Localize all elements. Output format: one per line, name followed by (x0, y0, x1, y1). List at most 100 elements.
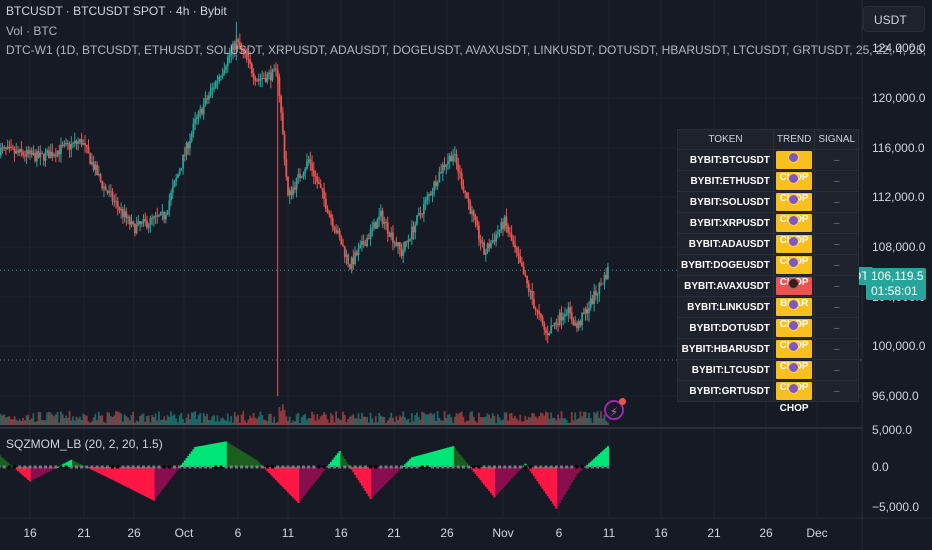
squeeze-dot (539, 465, 543, 469)
last-price-tag: 106,119.5 01:58:01 (866, 268, 926, 300)
momentum-bar (385, 467, 388, 484)
oscillator-legend[interactable]: SQZMOM_LB (20, 2, 20, 1.5) (6, 437, 163, 451)
candle-body (6, 146, 9, 149)
chart-title[interactable]: BTCUSDT · BTCUSDT SPOT · 4h · Bybit (6, 4, 227, 18)
volume-bar (567, 422, 570, 425)
volume-bar (405, 420, 408, 425)
volume-bar (175, 418, 178, 425)
candle-body (335, 229, 338, 233)
candle-body (300, 176, 303, 178)
candle-body (529, 290, 532, 292)
volume-bar (195, 419, 198, 425)
volume-bar (158, 411, 160, 425)
volume-bar (514, 415, 516, 425)
candle-body (161, 211, 164, 213)
candle-body (68, 143, 71, 150)
momentum-bar (244, 453, 247, 467)
indicator-legend[interactable]: DTC-W1 (1D, BTCUSDT, ETHUSDT, SOLUSDT, X… (6, 43, 926, 57)
candle-body (87, 146, 90, 154)
momentum-bar (290, 467, 293, 496)
momentum-bar (190, 451, 193, 467)
candle-body (18, 149, 21, 153)
volume-bar (54, 414, 57, 425)
momentum-bar (355, 467, 358, 478)
candle-body (453, 154, 456, 156)
candle-body (457, 163, 460, 173)
momentum-bar (536, 467, 539, 482)
volume-bar (240, 414, 243, 425)
candle-body (166, 210, 169, 215)
momentum-bar (531, 467, 534, 474)
volume-bar (85, 415, 88, 425)
trend-pill: CHOP (775, 382, 813, 414)
candle-body (46, 150, 49, 153)
token-cell: BYBIT:GRTUSDT (677, 380, 774, 402)
momentum-bar (502, 467, 505, 489)
volume-bar (336, 417, 339, 425)
volume-legend[interactable]: Vol · BTC (6, 24, 58, 38)
momentum-bar (288, 467, 291, 495)
candle-body (378, 216, 381, 220)
candle-body (135, 224, 138, 234)
volume-bar (61, 414, 64, 425)
volume-bar (498, 417, 501, 425)
volume-bar (478, 412, 480, 425)
currency-button[interactable]: USDT (863, 6, 925, 32)
volume-bar (476, 422, 479, 425)
candle-body (103, 186, 105, 189)
momentum-bar (457, 452, 460, 467)
squeeze-dot (142, 465, 146, 469)
candle-body (479, 239, 482, 244)
volume-bar (283, 409, 286, 425)
volume-bar (10, 418, 12, 425)
volume-bar (20, 421, 23, 425)
time-tick-label: 16 (334, 526, 348, 540)
volume-bar (244, 420, 246, 425)
momentum-bar (481, 467, 484, 483)
squeeze-dot (379, 465, 383, 469)
volume-bar (75, 416, 78, 425)
momentum-bar (555, 467, 558, 509)
squeeze-dot (167, 465, 171, 469)
price-tick-label: 112,000.0 (872, 190, 925, 204)
momentum-bar (274, 467, 278, 481)
candle-body (211, 87, 214, 91)
volume-bar (173, 414, 176, 425)
momentum-bar (397, 467, 400, 472)
candle-body (460, 173, 463, 186)
momentum-bar (147, 467, 150, 498)
momentum-bar (342, 456, 345, 467)
candle-body (318, 182, 320, 185)
candle-body (524, 274, 527, 276)
volume-bar (70, 420, 73, 425)
lightning-icon[interactable]: ⚡ (604, 400, 624, 420)
momentum-bar (459, 454, 462, 467)
volume-bar (237, 414, 240, 425)
candle-body (564, 314, 566, 317)
signal-cell: – (814, 380, 860, 402)
candle-body (113, 200, 116, 202)
momentum-bar (216, 442, 219, 467)
candle-body (350, 257, 353, 269)
volume-bar (507, 420, 510, 425)
candle-body (352, 257, 355, 265)
volume-bar (409, 422, 412, 425)
volume-bar (543, 415, 546, 425)
momentum-bar (503, 467, 506, 487)
volume-bar (596, 411, 599, 425)
volume-bar (77, 418, 80, 425)
momentum-bar (558, 467, 561, 503)
squeeze-dot (544, 465, 548, 469)
momentum-bar (376, 467, 379, 493)
candle-body (250, 63, 253, 74)
volume-bar (23, 420, 26, 425)
squeeze-dot (219, 465, 223, 469)
volume-bar (201, 422, 203, 425)
candle-body (412, 226, 415, 233)
momentum-bar (460, 456, 463, 467)
momentum-bar (120, 467, 123, 485)
volume-bar (103, 422, 105, 425)
momentum-bar (541, 467, 544, 489)
candle-body (607, 266, 609, 279)
